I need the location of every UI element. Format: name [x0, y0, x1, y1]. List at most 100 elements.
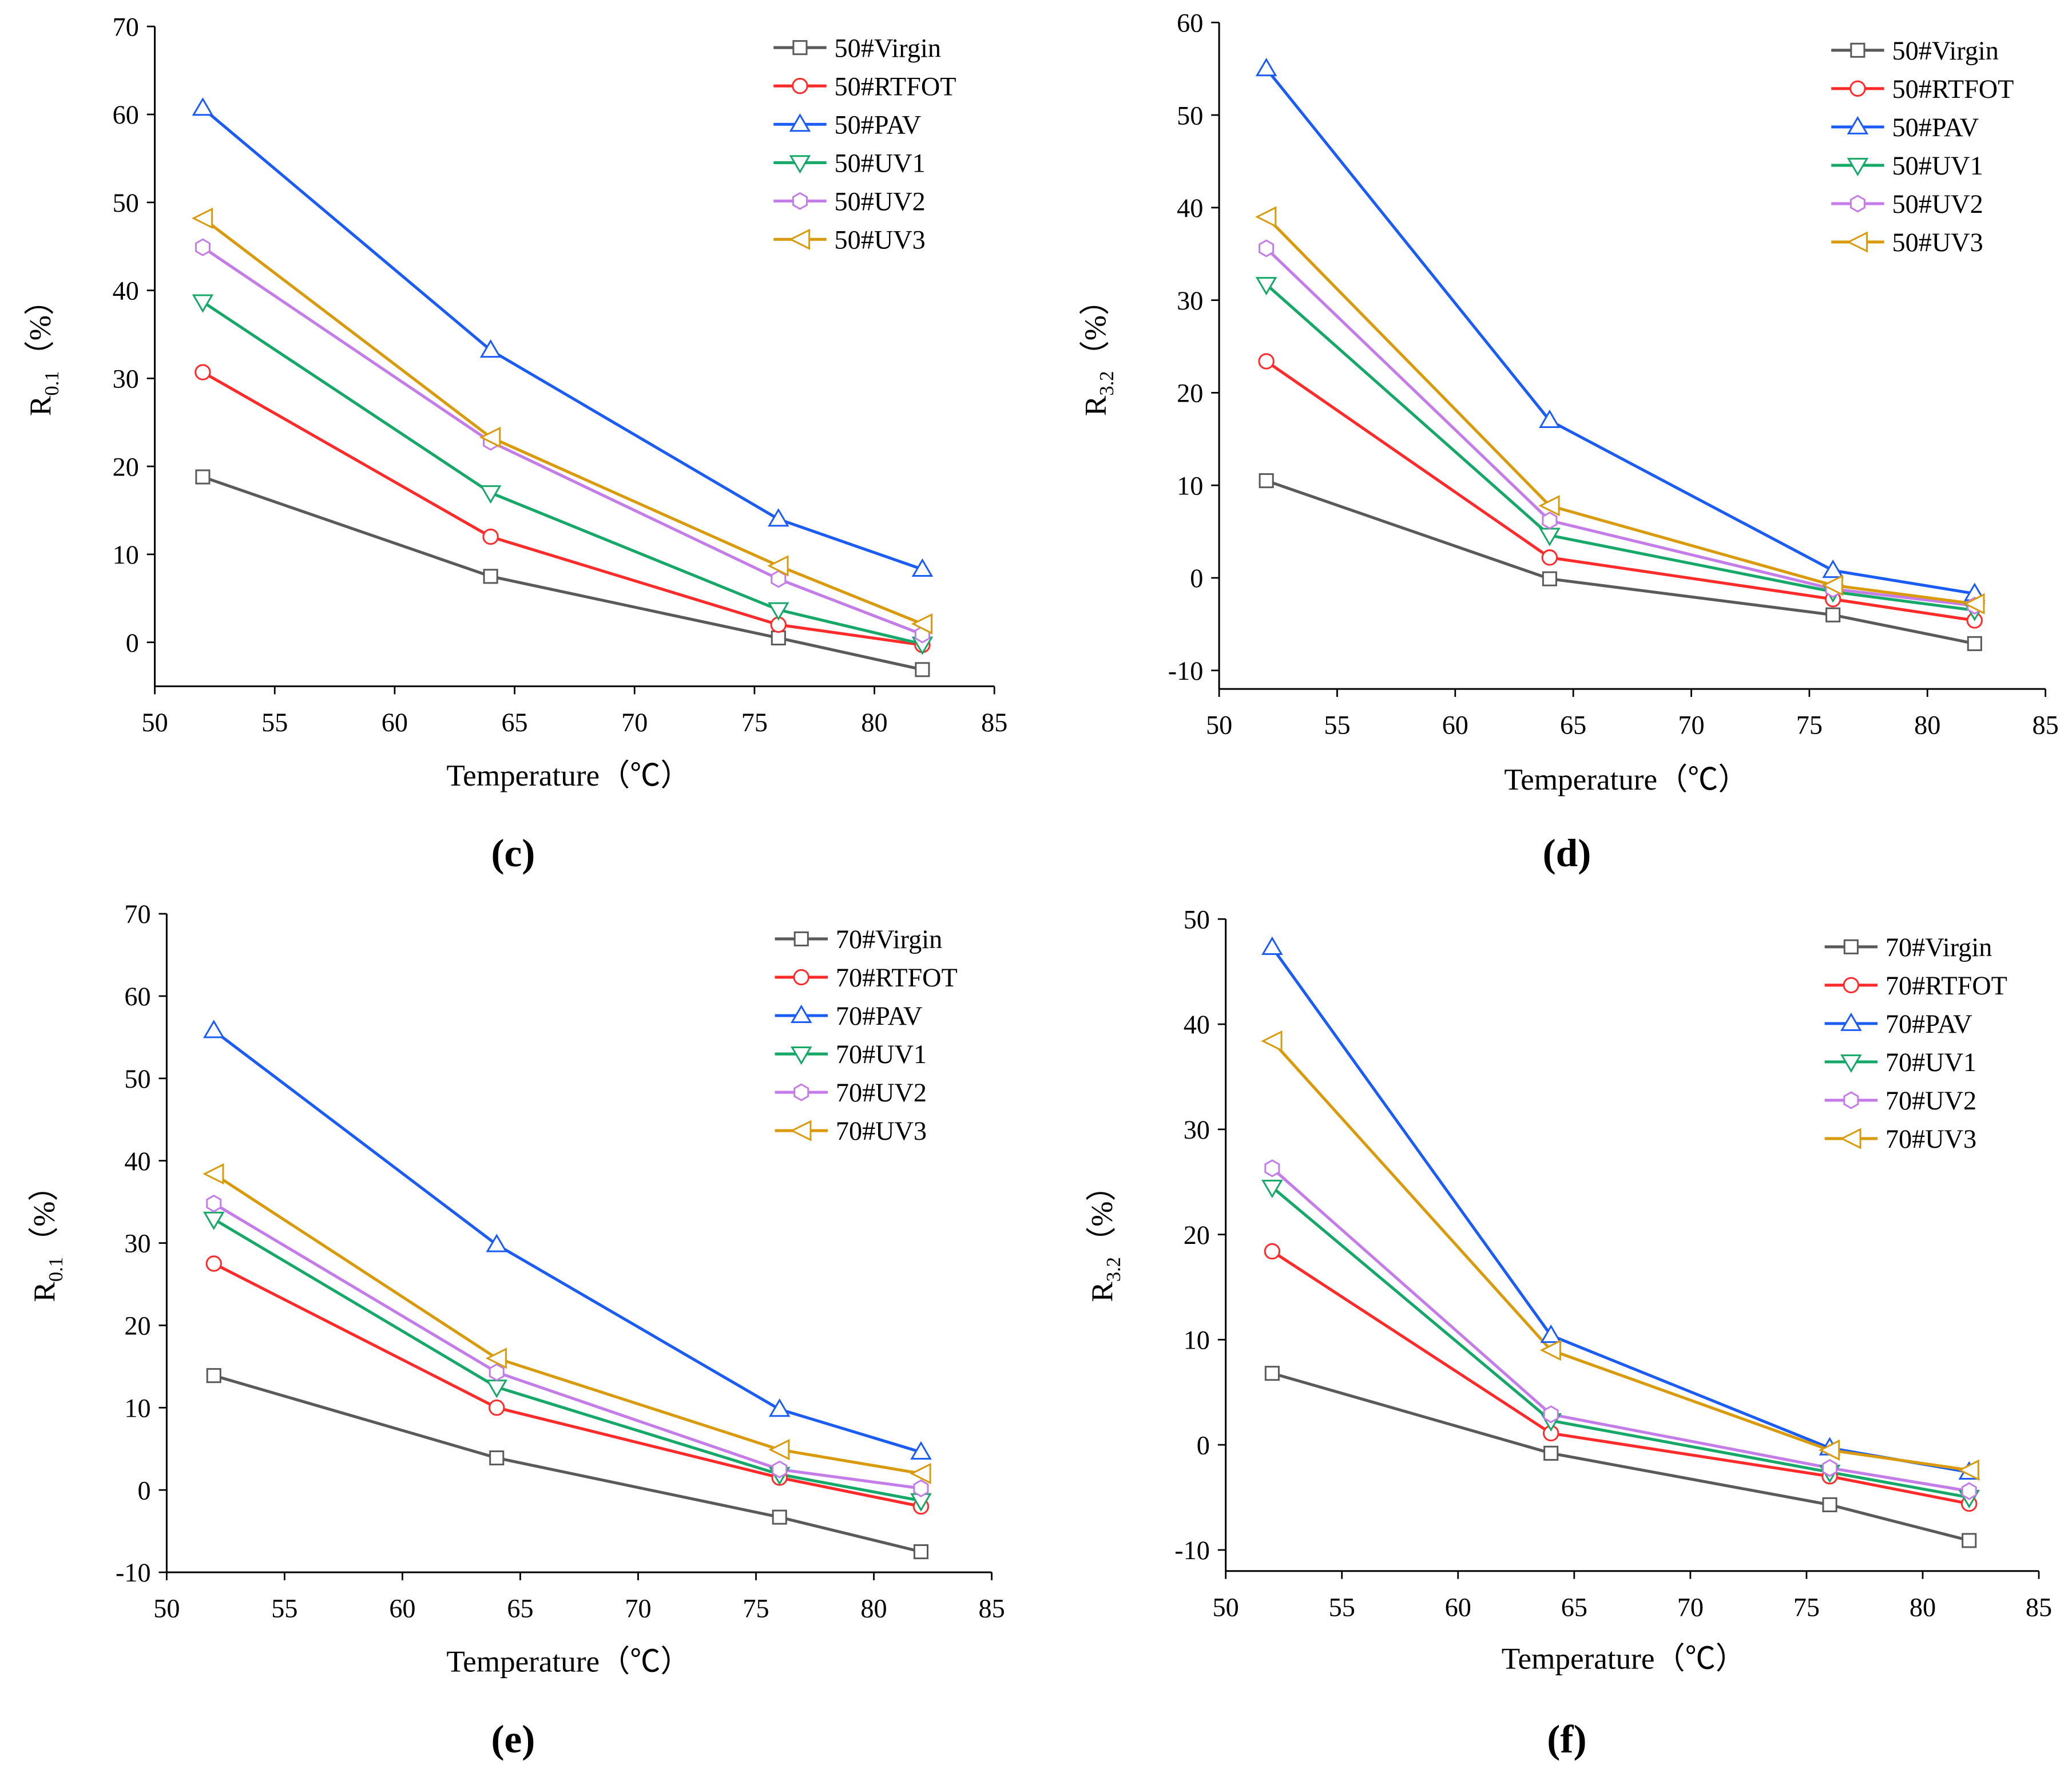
data-point-uv3	[1958, 1459, 1979, 1481]
y-tick-label: 40	[113, 276, 139, 306]
data-point-uv3	[1255, 206, 1277, 228]
y-tick-label: 10	[124, 1393, 150, 1422]
data-point-rtfot	[205, 1255, 223, 1272]
x-tick-label: 50	[1213, 1592, 1239, 1622]
legend-label: 70#RTFOT	[836, 963, 958, 992]
y-tick-label: 0	[1197, 1430, 1210, 1460]
x-tick-label: 75	[1796, 711, 1823, 740]
data-point-pav	[1539, 409, 1561, 429]
data-point-uv2	[1542, 512, 1558, 530]
legend-marker-uv1	[1840, 1054, 1862, 1073]
x-tick-label: 60	[1442, 711, 1468, 740]
data-point-uv3	[910, 1462, 931, 1484]
legend-marker-pav	[1840, 1012, 1862, 1031]
legend: 50#Virgin 50#RTFOT 50#PAV 50#UV1 50#UV2 50#UV…	[773, 33, 956, 255]
y-tick-label: 60	[113, 100, 139, 129]
data-point-uv2	[913, 1479, 929, 1497]
x-tick-label: 65	[501, 708, 527, 737]
panel-label: (d)	[1543, 831, 1591, 875]
series-line-uv3	[201, 217, 923, 625]
data-point-uv2	[1961, 1482, 1977, 1500]
data-point-uv3	[1538, 495, 1560, 517]
data-point-virgin	[1967, 636, 1982, 651]
data-point-virgin	[1822, 1497, 1837, 1512]
legend-marker-uv2	[1849, 195, 1865, 213]
data-point-rtfot	[195, 364, 211, 380]
y-tick-label: -10	[1168, 656, 1204, 685]
data-point-uv2	[1543, 1405, 1559, 1424]
y-tick-label: 70	[124, 899, 150, 929]
series-line-uv1	[202, 300, 923, 646]
x-tick-label: 80	[1910, 1592, 1936, 1622]
series-line-pav	[201, 107, 923, 571]
x-tick-label: 55	[1324, 711, 1350, 740]
data-point-virgin	[1264, 1366, 1280, 1381]
y-tick-label: 50	[1177, 101, 1203, 130]
data-point-uv2	[772, 1460, 788, 1478]
chart-panel-c: 50 55 60 65 70 75 80 85 0 10 20 30 40 50 60 70 50#Virgin…	[24, 12, 1007, 874]
legend-marker-uv1	[1847, 157, 1869, 177]
data-point-virgin	[483, 569, 498, 584]
data-point-pav	[192, 97, 214, 116]
data-point-pav	[768, 508, 789, 527]
legend-label: 70#UV3	[1886, 1124, 1976, 1153]
x-tick-label: 85	[2026, 1592, 2052, 1622]
y-tick-label: 50	[1184, 905, 1210, 934]
chart-panel-f: 50 55 60 65 70 75 80 85-100102030405070#Virgin7…	[1086, 905, 2052, 1761]
y-tick-label: 0	[1190, 564, 1203, 593]
legend-marker-rtfot	[793, 969, 809, 986]
legend-marker-uv3	[1846, 231, 1868, 253]
x-tick-label: 70	[1678, 711, 1704, 740]
y-tick-label: 50	[124, 1064, 150, 1093]
x-tick-label: 65	[507, 1594, 533, 1623]
chart-panel-d: 50 55 60 65 70 75 80 85 -10 0 10 20 30 40 50 60 50#Virgi…	[1079, 8, 2058, 874]
legend-label: 70#Virgin	[836, 925, 942, 954]
y-label-unit: （%）	[28, 1171, 61, 1257]
data-point-virgin	[1259, 473, 1274, 489]
data-point-pav	[1822, 559, 1844, 578]
x-tick-label: 55	[1329, 1592, 1355, 1622]
x-tick-label: 70	[621, 708, 648, 737]
series-line-uv3	[1271, 1040, 1970, 1472]
data-point-virgin	[1825, 607, 1841, 623]
data-point-pav	[486, 1234, 508, 1252]
legend: 70#Virgin 70#RTFOT 70#PAV 70#UV1 70#UV2 70#UV…	[775, 925, 958, 1145]
data-point-uv1	[479, 485, 502, 504]
series-line-rtfot	[1265, 360, 1975, 622]
x-tick-label: 60	[1445, 1592, 1471, 1622]
legend-marker-uv3	[788, 228, 811, 250]
x-tick-label: 50	[153, 1594, 180, 1623]
data-point-pav	[768, 1398, 791, 1417]
data-point-virgin	[1962, 1533, 1977, 1548]
legend-marker-pav	[789, 113, 811, 132]
legend-marker-uv3	[790, 1120, 812, 1141]
legend-marker-virgin	[1850, 42, 1865, 58]
data-point-uv2	[489, 1363, 505, 1382]
legend-label: 70#UV3	[836, 1116, 927, 1145]
data-point-virgin	[1543, 1445, 1559, 1461]
legend-label: 50#UV2	[835, 187, 926, 216]
y-tick-label: 30	[113, 364, 139, 393]
data-point-uv3	[911, 613, 933, 635]
legend-label: 70#UV1	[836, 1040, 927, 1069]
y-tick-label: 0	[126, 628, 139, 657]
data-point-uv3	[1819, 1439, 1840, 1461]
series-line-pav	[1265, 68, 1975, 596]
legend-marker-uv1	[790, 1046, 812, 1065]
legend-marker-pav	[1847, 116, 1869, 134]
y-axis-label: R0.1（%）	[24, 285, 63, 416]
data-point-uv2	[771, 570, 787, 588]
data-point-pav	[203, 1020, 225, 1038]
y-tick-label: 40	[124, 1147, 150, 1176]
y-label-main: R	[1079, 395, 1112, 416]
legend-marker-uv3	[1840, 1128, 1861, 1149]
y-label-subscript: 3.2	[1103, 1257, 1125, 1282]
y-label-subscript: 3.2	[1096, 371, 1118, 395]
legend-marker-rtfot	[1843, 977, 1860, 994]
y-axis-label: R0.1（%）	[28, 1171, 67, 1302]
x-axis-label: Temperature（℃）	[1502, 1643, 1746, 1676]
data-point-virgin	[915, 662, 930, 677]
y-tick-label: 20	[124, 1311, 150, 1341]
data-point-uv2	[195, 238, 211, 256]
